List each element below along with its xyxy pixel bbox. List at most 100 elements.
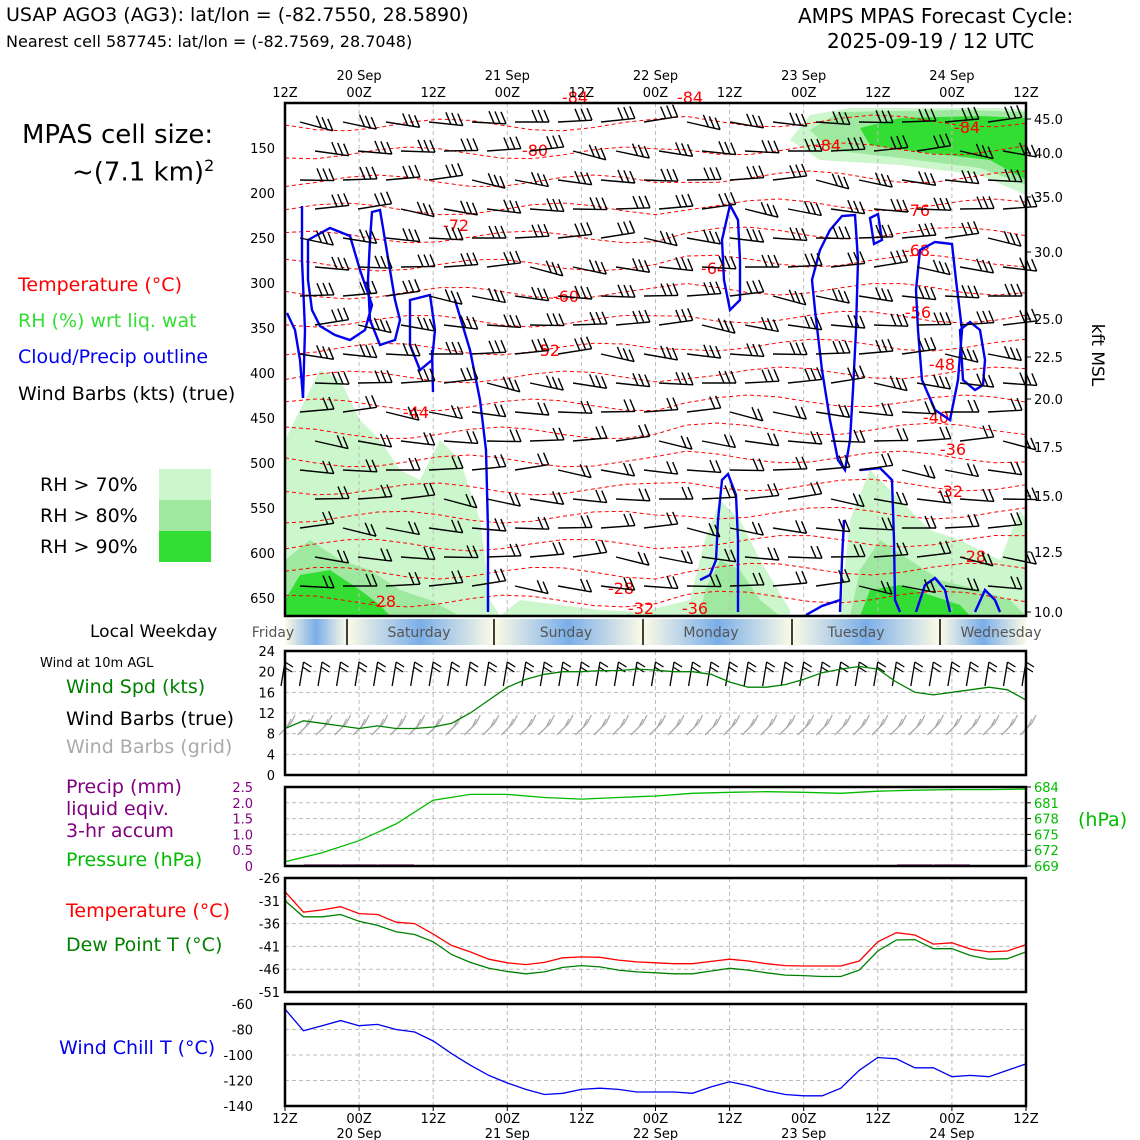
wind-barb-flag (589, 311, 596, 325)
wind-barb-grid (389, 714, 407, 736)
wind-barb (471, 110, 507, 125)
wind-barb-10m (873, 661, 887, 687)
wind-barb-flag (881, 224, 888, 238)
wind-barb-10m-shaft (799, 661, 805, 687)
cloud-outline (958, 320, 987, 392)
wind-barb (357, 255, 393, 269)
wind-barb-shaft (858, 295, 893, 302)
wind-barb-flag (853, 251, 860, 265)
wind-barb-flag (838, 111, 845, 125)
wind-barb-flag (629, 399, 636, 412)
wind-barb-flag (601, 425, 608, 439)
wind-barb (400, 482, 436, 500)
windchill-panel: -60-80-100-120-140 (223, 998, 1028, 1115)
wind-barb (686, 114, 721, 131)
wind-barb (314, 193, 350, 210)
wind-barb-flag (623, 399, 630, 412)
wind-barb (342, 114, 377, 130)
wind-barb-flag (982, 374, 989, 387)
wind-barb-flag (450, 290, 457, 304)
wind-barb-shaft (815, 121, 850, 126)
wind-barb-shaft (357, 150, 392, 155)
wind-barb-grid-flag (397, 718, 403, 728)
wind-barb-grid-flag (420, 714, 426, 724)
wind-barb-grid-flag (586, 714, 592, 724)
wind-barb-shaft (400, 324, 435, 332)
wind-barb (944, 106, 980, 123)
wind-barb-shaft (299, 408, 334, 413)
wind-barb-10m-shaft (650, 661, 657, 687)
temperature-contour-label: -36 (940, 440, 966, 459)
wind-barb-shaft (1002, 320, 1037, 326)
wind-barb-flag (315, 115, 322, 128)
wind-barb-10m (410, 661, 424, 687)
wind-barb-shaft (357, 266, 393, 269)
wind-barb-grid-flag (716, 714, 722, 724)
wind-barb (472, 225, 507, 239)
temp-frame (283, 876, 1028, 994)
wind-barb-flag (514, 493, 521, 507)
wind-barb (643, 283, 679, 297)
wind-barb-flag (628, 220, 636, 233)
wind-barb-flag (767, 140, 774, 153)
wind-barb-flag (918, 286, 925, 299)
wind-barb-flag (328, 282, 335, 296)
wind-barb-flag (832, 111, 839, 124)
wind-barb-10m-flag (709, 666, 719, 673)
wind-barb-flag (343, 143, 350, 156)
wind-barb-flag (1015, 348, 1023, 361)
wind-barb-10m-flag (302, 666, 311, 673)
chill-axis-tick: -80 (232, 1024, 253, 1039)
wind-barb-shaft (572, 551, 607, 558)
wind-barb-shaft (815, 352, 851, 355)
wind-barb-flag (847, 199, 854, 213)
wind-barb (314, 549, 350, 564)
wind-barb-flag (976, 311, 983, 324)
wind-barb-grid-flag (860, 718, 866, 728)
wind-barb (299, 511, 335, 529)
wind-barb (428, 163, 464, 181)
wind-barb (400, 139, 436, 153)
wind-barb-flag (638, 195, 645, 209)
wind-barb-flag (585, 336, 593, 349)
wind-barb-shaft (357, 440, 392, 448)
wind-barb (600, 169, 636, 184)
wind-barb-grid-shaft (889, 722, 903, 736)
wind-barb-flag (961, 107, 968, 121)
wind-barb-flag (890, 136, 897, 149)
cross-section: -84 -84-84-84-80-76-72-68-64-60-56-52-48-… (250, 88, 1107, 621)
wind-barb (428, 519, 464, 534)
wind-barb-grid-flag (1031, 714, 1037, 724)
wind-barb-shaft (959, 321, 994, 326)
wind-barb-10m (669, 661, 683, 687)
wind-barb-flag (1031, 373, 1038, 386)
pressure-axis-tick: 500 (250, 457, 275, 472)
wind-barb-flag (730, 484, 737, 498)
wind-barb-flag (552, 198, 559, 212)
wind-barb-flag (359, 229, 366, 242)
wind-barb (385, 571, 421, 587)
wind-barb-grid (352, 714, 370, 736)
wind-barb-grid (926, 714, 944, 736)
top-time-tick: 00Z (791, 86, 817, 101)
wind-barb-flag (795, 571, 802, 584)
wind-barb-flag (752, 229, 759, 242)
wind-barb-flag (730, 549, 737, 562)
wind-barb-grid (630, 714, 648, 736)
wind-barb-flag (500, 225, 507, 239)
wind-barb-shaft (357, 381, 393, 384)
wind-barb-shaft (1002, 498, 1038, 501)
wind-barb (342, 522, 377, 537)
wind-barb-10m-shaft (465, 661, 471, 687)
wind-barb-10m-flag (284, 661, 294, 668)
top-date-label: 20 Sep (337, 69, 382, 84)
wind-barb (959, 488, 995, 503)
wind-barb-flag (600, 261, 607, 275)
wind-barb (529, 134, 565, 152)
wind-barb-grid (889, 714, 907, 736)
wind-barb-flag (316, 345, 323, 358)
wind-barb-shaft (830, 555, 866, 558)
height-axis-tick: 30.0 (1034, 246, 1063, 261)
wind-barb-10m-flag (451, 661, 461, 668)
wind-barb (901, 337, 937, 355)
